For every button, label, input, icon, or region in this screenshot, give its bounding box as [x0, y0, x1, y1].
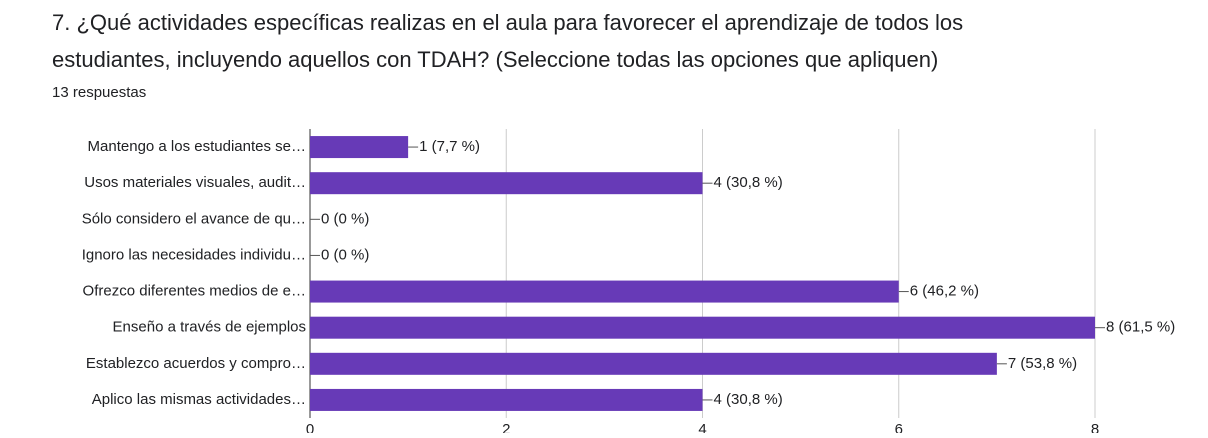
bar — [310, 172, 703, 195]
bar — [310, 388, 703, 411]
data-label: 7 (53,8 %) — [1008, 355, 1077, 372]
y-tick-label: Sólo considero el avance de qu… — [82, 210, 306, 227]
y-tick-label: Usos materiales visuales, audit… — [84, 174, 306, 191]
y-tick-label: Aplico las mismas actividades… — [92, 391, 306, 408]
x-tick-label: 6 — [895, 421, 903, 433]
y-tick-label: Ofrezco diferentes medios de e… — [83, 283, 306, 300]
bar — [310, 352, 997, 375]
data-label: 6 (46,2 %) — [910, 283, 979, 300]
chart-title-line: 7. ¿Qué actividades específicas realizas… — [52, 10, 963, 35]
data-label: 0 (0 %) — [321, 246, 369, 263]
y-tick-label: Enseño a través de ejemplos — [113, 319, 306, 336]
data-label: 1 (7,7 %) — [419, 138, 480, 155]
x-tick-label: 4 — [698, 421, 706, 433]
data-label: 4 (30,8 %) — [714, 391, 783, 408]
x-tick-label: 0 — [306, 421, 314, 433]
chart-subtitle: 13 respuestas — [52, 84, 146, 101]
bar — [310, 316, 1095, 339]
data-label: 8 (61,5 %) — [1106, 319, 1175, 336]
bar — [310, 136, 409, 159]
bar — [310, 280, 899, 303]
y-tick-label: Mantengo a los estudiantes se… — [88, 138, 306, 155]
data-label: 4 (30,8 %) — [714, 174, 783, 191]
y-tick-label: Establezco acuerdos y compro… — [86, 355, 306, 372]
x-tick-label: 8 — [1091, 421, 1099, 433]
chart-title-line: estudiantes, incluyendo aquellos con TDA… — [52, 47, 938, 72]
x-tick-label: 2 — [502, 421, 510, 433]
data-label: 0 (0 %) — [321, 210, 369, 227]
y-tick-label: Ignoro las necesidades individu… — [82, 246, 306, 263]
